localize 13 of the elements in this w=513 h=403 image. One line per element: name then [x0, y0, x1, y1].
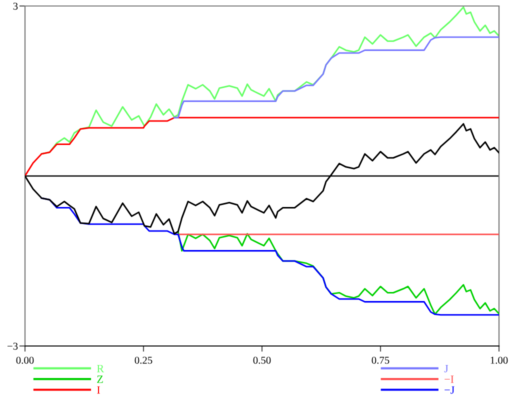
text: −J	[444, 386, 454, 394]
text: I	[97, 386, 100, 394]
x-tick-label: 1.00	[490, 356, 508, 364]
text: Z	[97, 376, 103, 383]
y-tick-label: 3	[13, 2, 18, 10]
x-tick-label: 0.50	[253, 356, 271, 364]
y-tick-label: −3	[7, 342, 18, 350]
text: J	[444, 364, 448, 372]
x-tick-label: 0.25	[134, 356, 152, 364]
x-tick-label: 0.75	[372, 356, 390, 364]
text: −I	[444, 376, 454, 383]
text: R	[96, 364, 104, 372]
x-tick-label: 0.00	[16, 356, 34, 364]
